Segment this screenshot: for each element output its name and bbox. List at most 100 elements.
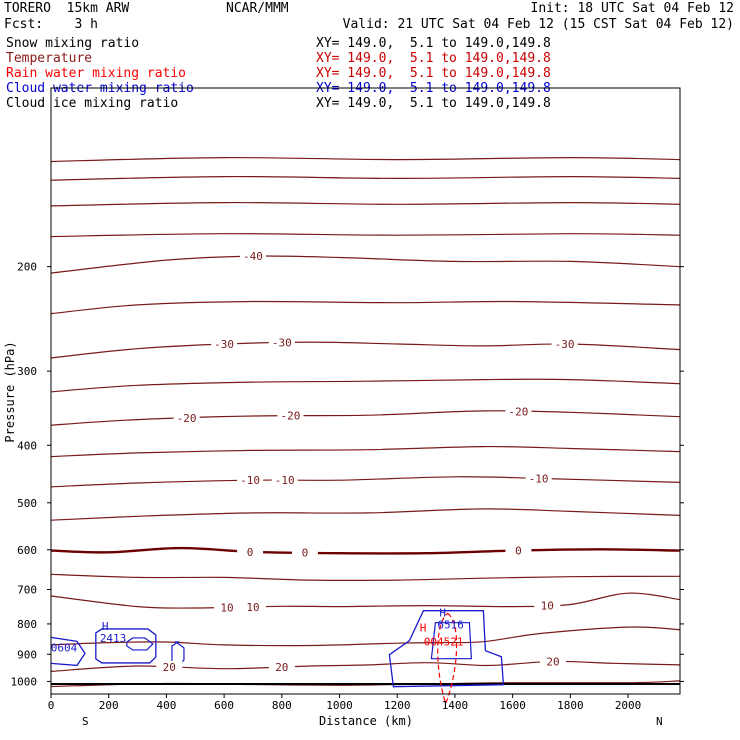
cloud-water-max-value: 0604 — [51, 641, 78, 654]
x-tick-label: 0 — [48, 699, 55, 712]
isotherm-label: 0 — [247, 546, 254, 559]
cloud-water-max-value: 6516 — [437, 619, 464, 632]
isotherm-line — [51, 592, 680, 609]
y-tick-label: 600 — [17, 544, 37, 557]
isotherm-label: 10 — [541, 599, 554, 612]
isotherm-label-bg — [551, 338, 578, 351]
isotherm-label-bg — [525, 472, 552, 485]
x-tick-label: 1000 — [326, 699, 353, 712]
field-name: Rain water mixing ratio — [6, 66, 187, 81]
isotherm-label: -30 — [272, 337, 292, 350]
isotherm-label-bg — [211, 337, 238, 350]
field-name: Cloud ice mixing ratio — [6, 96, 179, 111]
isotherm-label-bg — [173, 412, 200, 425]
isotherm-line — [51, 546, 680, 555]
isotherm-label-bg — [277, 409, 304, 422]
init-time: Init: 18 UTC Sat 04 Feb 12 — [530, 1, 735, 16]
isotherm-line — [51, 410, 680, 426]
x-axis-title: Distance (km) — [319, 714, 413, 728]
y-tick-label: 400 — [17, 439, 37, 452]
isotherm-label: 0 — [515, 545, 522, 558]
isotherm-line — [51, 626, 680, 647]
isotherm-label: -20 — [508, 405, 528, 418]
isotherm-label-bg — [540, 655, 567, 668]
isotherm-line — [51, 476, 680, 488]
model-title: TORERO 15km ARW — [4, 1, 130, 16]
isotherm-label-bg — [237, 474, 264, 487]
isotherm-line — [51, 233, 680, 238]
isotherm-label: -10 — [529, 472, 549, 485]
field-xy: XY= 149.0, 5.1 to 149.0,149.8 — [316, 36, 551, 51]
y-tick-label: 200 — [17, 261, 37, 274]
rain-max-value: 004521 — [424, 635, 464, 648]
isotherm-line — [51, 175, 680, 181]
field-xy: XY= 149.0, 5.1 to 149.0,149.8 — [316, 96, 551, 111]
isotherm-label: 10 — [220, 601, 233, 614]
cloud-water-contour — [50, 636, 86, 667]
isotherm-label: -40 — [243, 250, 263, 263]
forecast-hour: Fcst: 3 h — [4, 17, 98, 32]
cloud-water-max-marker: H — [439, 607, 446, 620]
cloud-water-max-value: 2413 — [100, 632, 127, 645]
isotherm-label-bg — [291, 546, 318, 559]
x-tick-label: 800 — [272, 699, 292, 712]
field-name: Snow mixing ratio — [6, 36, 140, 51]
rain-contour — [437, 612, 458, 706]
isotherm-label: 20 — [163, 661, 176, 674]
isotherm-label-bg — [534, 599, 561, 612]
valid-time: Valid: 21 UTC Sat 04 Feb 12 (15 CST Sat … — [342, 17, 734, 32]
isotherm-label-bg — [268, 336, 295, 349]
y-axis-title: Pressure (hPa) — [3, 341, 17, 442]
field-xy: XY= 149.0, 5.1 to 149.0,149.8 — [316, 66, 551, 81]
cloud-water-contour — [430, 622, 473, 660]
y-tick-label: 900 — [17, 648, 37, 661]
isotherm-label-bg — [237, 545, 264, 558]
isotherm-line — [51, 156, 680, 163]
isotherm-line — [51, 255, 680, 274]
x-tick-label: 600 — [214, 699, 234, 712]
isotherm-line — [51, 573, 680, 582]
x-tick-label: 400 — [156, 699, 176, 712]
field-xy: XY= 149.0, 5.1 to 149.0,149.8 — [316, 51, 551, 66]
isotherm-label: 10 — [246, 601, 259, 614]
isotherm-line — [51, 341, 680, 359]
cloud-water-contour — [388, 610, 505, 688]
y-tick-label: 800 — [17, 618, 37, 631]
x-end-label-right: N — [656, 715, 663, 728]
isotherm-label: 0 — [302, 547, 309, 560]
contour-labels: -40 -30 -30 -30 -20 -20 -20 -10 -10 -10 0 0 0 10 10 10 2… — [156, 250, 578, 674]
isotherm-label-bg — [239, 250, 266, 263]
isotherm-label-bg — [271, 474, 298, 487]
isotherm-label: -10 — [275, 474, 295, 487]
isotherm-label: -30 — [555, 338, 575, 351]
isotherm-label-bg — [214, 601, 241, 614]
x-tick-label: 2000 — [615, 699, 642, 712]
isotherm-line — [51, 300, 680, 315]
isotherm-line — [51, 378, 680, 393]
isotherm-label-bg — [239, 600, 266, 613]
isotherm-label: -10 — [240, 474, 260, 487]
cloud-water-max-marker: H — [102, 620, 109, 633]
isotherm-label-bg — [505, 405, 532, 418]
y-tick-label: 500 — [17, 497, 37, 510]
x-tick-label: 1800 — [557, 699, 584, 712]
isotherm-label-bg — [156, 661, 183, 674]
isotherm-line — [51, 445, 680, 458]
rain-max-marker: H — [420, 621, 427, 634]
x-tick-label: 200 — [99, 699, 119, 712]
x-end-label-left: S — [82, 715, 89, 728]
plot-frame — [50, 87, 681, 695]
isotherm-label: -20 — [177, 412, 197, 425]
isotherm-label: 20 — [546, 656, 559, 669]
isotherm-line — [51, 508, 680, 521]
isotherm-label: -30 — [214, 338, 234, 351]
x-tick-label: 1200 — [384, 699, 411, 712]
cloud-water-contour — [126, 637, 154, 651]
x-tick-label: 1600 — [499, 699, 526, 712]
cloud-water-contour — [95, 628, 157, 664]
isotherm-label: 20 — [275, 661, 288, 674]
y-tick-label: 300 — [17, 365, 37, 378]
